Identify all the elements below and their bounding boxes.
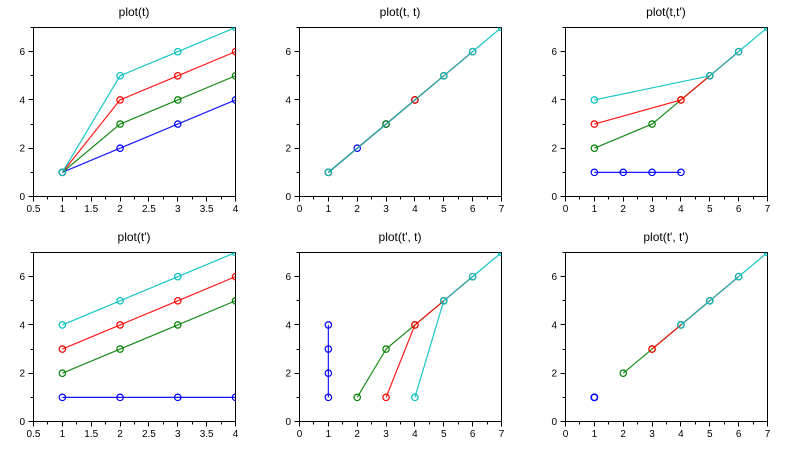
svg-text:6: 6 <box>285 272 291 283</box>
svg-text:0: 0 <box>297 429 303 440</box>
plot-title: plot(t,t') <box>646 5 686 19</box>
svg-text:3.5: 3.5 <box>200 429 214 440</box>
svg-text:4: 4 <box>285 95 291 106</box>
svg-text:4: 4 <box>678 204 684 215</box>
svg-text:0: 0 <box>551 417 557 428</box>
svg-text:2.5: 2.5 <box>142 204 156 215</box>
svg-text:4: 4 <box>19 95 25 106</box>
svg-text:1: 1 <box>592 204 598 215</box>
plot-title: plot(t, t) <box>379 5 421 19</box>
svg-text:2: 2 <box>551 144 557 155</box>
svg-text:4: 4 <box>233 429 239 440</box>
svg-text:0.5: 0.5 <box>27 204 41 215</box>
svg-text:6: 6 <box>551 47 557 58</box>
svg-text:1: 1 <box>60 204 66 215</box>
svg-text:5: 5 <box>707 204 713 215</box>
svg-text:2: 2 <box>19 144 25 155</box>
svg-text:2.5: 2.5 <box>142 429 156 440</box>
svg-text:0: 0 <box>285 417 291 428</box>
svg-text:0: 0 <box>563 429 569 440</box>
svg-text:7: 7 <box>765 204 771 215</box>
plot-canvas: 0 1 2 3 4 5 6 7 0 2 4 6 <box>551 252 771 440</box>
svg-text:0: 0 <box>19 192 25 203</box>
svg-text:1: 1 <box>326 204 332 215</box>
svg-text:6: 6 <box>19 47 25 58</box>
svg-text:3: 3 <box>649 204 655 215</box>
subplot-plot-ttranspose: 0.5 1 1.5 2 2.5 3 3.5 4 0 2 4 6 plot(t') <box>0 225 266 450</box>
svg-text:3: 3 <box>383 429 389 440</box>
plot-title: plot(t) <box>118 5 150 19</box>
svg-text:6: 6 <box>19 272 25 283</box>
svg-text:5: 5 <box>707 429 713 440</box>
subplot-plot-ttranspose-ttranspose: 0 1 2 3 4 5 6 7 0 2 4 6 plot(t', t') <box>532 225 800 450</box>
plot-canvas: 0.5 1 1.5 2 2.5 3 3.5 4 0 2 4 6 <box>19 27 239 215</box>
plot-title: plot(t', t) <box>378 230 422 244</box>
svg-text:6: 6 <box>551 272 557 283</box>
plot-title: plot(t') <box>117 230 151 244</box>
svg-text:0: 0 <box>19 417 25 428</box>
svg-text:3: 3 <box>383 204 389 215</box>
svg-text:4: 4 <box>19 320 25 331</box>
svg-text:0: 0 <box>285 192 291 203</box>
svg-text:6: 6 <box>736 204 742 215</box>
svg-text:1.5: 1.5 <box>84 204 98 215</box>
svg-text:2: 2 <box>620 429 626 440</box>
svg-text:7: 7 <box>765 429 771 440</box>
svg-text:1: 1 <box>592 429 598 440</box>
svg-text:3.5: 3.5 <box>200 204 214 215</box>
subplot-plot-t-t: 0 1 2 3 4 5 6 7 0 2 4 6 plot(t, t) <box>266 0 532 225</box>
plot-canvas: 0.5 1 1.5 2 2.5 3 3.5 4 0 2 4 6 <box>19 252 239 440</box>
svg-text:4: 4 <box>285 320 291 331</box>
svg-text:6: 6 <box>285 47 291 58</box>
svg-text:1: 1 <box>60 429 66 440</box>
svg-text:2: 2 <box>551 369 557 380</box>
svg-text:2: 2 <box>117 204 123 215</box>
svg-text:6: 6 <box>470 204 476 215</box>
svg-text:2: 2 <box>354 429 360 440</box>
svg-text:0: 0 <box>551 192 557 203</box>
svg-text:3: 3 <box>175 429 181 440</box>
svg-text:2: 2 <box>19 369 25 380</box>
svg-text:4: 4 <box>412 204 418 215</box>
plot-canvas: 0 1 2 3 4 5 6 7 0 2 4 6 <box>285 27 505 215</box>
svg-text:2: 2 <box>620 204 626 215</box>
svg-text:5: 5 <box>441 204 447 215</box>
svg-text:7: 7 <box>499 204 505 215</box>
svg-text:4: 4 <box>551 320 557 331</box>
svg-text:5: 5 <box>441 429 447 440</box>
svg-text:2: 2 <box>285 144 291 155</box>
svg-text:7: 7 <box>499 429 505 440</box>
svg-text:3: 3 <box>649 429 655 440</box>
plot-canvas: 0 1 2 3 4 5 6 7 0 2 4 6 <box>551 27 771 215</box>
svg-text:4: 4 <box>233 204 239 215</box>
svg-text:0: 0 <box>563 204 569 215</box>
subplot-plot-t-ttranspose: 0 1 2 3 4 5 6 7 0 2 4 6 plot(t,t') <box>532 0 800 225</box>
svg-text:4: 4 <box>412 429 418 440</box>
svg-text:6: 6 <box>470 429 476 440</box>
svg-text:4: 4 <box>551 95 557 106</box>
svg-text:4: 4 <box>678 429 684 440</box>
svg-text:2: 2 <box>285 369 291 380</box>
svg-text:2: 2 <box>117 429 123 440</box>
svg-text:1.5: 1.5 <box>84 429 98 440</box>
svg-text:1: 1 <box>326 429 332 440</box>
svg-text:2: 2 <box>354 204 360 215</box>
svg-text:0.5: 0.5 <box>27 429 41 440</box>
svg-text:0: 0 <box>297 204 303 215</box>
subplot-plot-ttranspose-t: 0 1 2 3 4 5 6 7 0 2 4 6 plot(t', t) <box>266 225 532 450</box>
svg-text:3: 3 <box>175 204 181 215</box>
plot-title: plot(t', t') <box>643 230 689 244</box>
plot-canvas: 0 1 2 3 4 5 6 7 0 2 4 6 <box>285 252 505 440</box>
svg-text:6: 6 <box>736 429 742 440</box>
subplot-plot-t: 0.5 1 1.5 2 2.5 3 3.5 4 0 2 4 6 plot(t) <box>0 0 266 225</box>
